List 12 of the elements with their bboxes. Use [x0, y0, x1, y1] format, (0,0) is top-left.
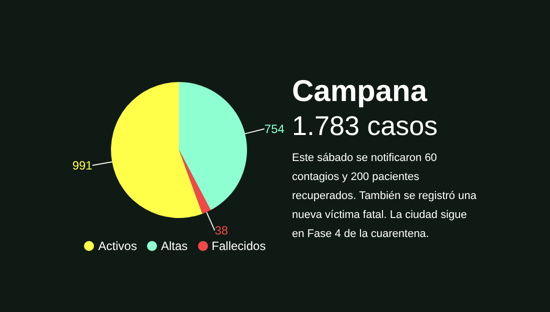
data-label: 754 [264, 122, 285, 136]
legend-label: Activos [98, 239, 137, 253]
data-label: 38 [214, 223, 228, 238]
legend-label: Fallecidos [212, 239, 266, 253]
text: 1.783 casos [292, 110, 439, 143]
text: Este sábado se notificaron 60 contagios y 200 pacientes recuperados. También se registró una nueva víctima fatal. La ciudad sigue en Fase 4 de la cuarentena. [292, 151, 478, 242]
legend-label: Altas [160, 239, 188, 253]
pie-slice [111, 82, 202, 218]
data-label: 991 [72, 158, 93, 172]
text: Campana [292, 75, 428, 109]
pie-slice [179, 150, 211, 214]
pie-slice [179, 82, 247, 210]
